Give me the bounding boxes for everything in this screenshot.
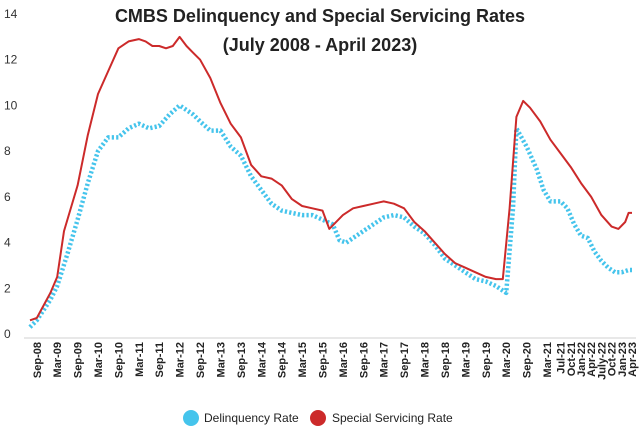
x-tick-label: Sep-17 bbox=[399, 342, 411, 378]
x-tick-label: Jul-21 bbox=[556, 342, 568, 374]
legend-marker-delinquency bbox=[183, 410, 199, 426]
x-tick-label: Mar-11 bbox=[134, 342, 146, 377]
x-tick-label: Oct-21 bbox=[566, 342, 578, 376]
x-tick-label: Mar-12 bbox=[175, 342, 187, 377]
x-tick-label: Apr-23 bbox=[627, 342, 639, 377]
y-tick-label: 8 bbox=[4, 144, 11, 158]
x-tick-label: Sep-15 bbox=[317, 342, 329, 378]
chart-subtitle: (July 2008 - April 2023) bbox=[222, 35, 418, 55]
x-tick-label: Mar-14 bbox=[256, 341, 268, 377]
special-servicing-rate-line bbox=[29, 35, 632, 322]
x-tick-label: Mar-10 bbox=[93, 342, 105, 377]
x-tick-label: Apr-22 bbox=[586, 342, 598, 377]
x-tick-label: Sep-13 bbox=[236, 342, 248, 378]
x-tick-label: Mar-13 bbox=[215, 342, 227, 377]
legend-label-delinquency: Delinquency Rate bbox=[204, 411, 299, 425]
x-tick-label: Sep-08 bbox=[32, 342, 44, 378]
x-tick-label: Jan-23 bbox=[617, 342, 629, 377]
y-tick-label: 6 bbox=[4, 190, 11, 204]
y-tick-label: 0 bbox=[4, 327, 11, 341]
x-tick-label: Mar-15 bbox=[297, 342, 309, 377]
legend-marker-special-servicing bbox=[310, 410, 326, 426]
x-tick-label: Mar-20 bbox=[501, 342, 513, 377]
x-tick-label: Mar-18 bbox=[420, 342, 432, 377]
x-tick-label: Jan-22 bbox=[576, 342, 588, 377]
delinquency-rate-line bbox=[28, 103, 632, 329]
x-tick-label: Sep-10 bbox=[113, 342, 125, 378]
x-tick-label: Mar-16 bbox=[338, 342, 350, 377]
x-tick-label: Sep-20 bbox=[522, 342, 534, 378]
x-tick-label: Mar-09 bbox=[52, 342, 64, 377]
legend-label-special-servicing: Special Servicing Rate bbox=[332, 411, 453, 425]
x-tick-label: Mar-21 bbox=[542, 342, 554, 377]
x-tick-label: July-22 bbox=[596, 342, 608, 380]
y-tick-label: 2 bbox=[4, 281, 11, 295]
y-tick-label: 14 bbox=[4, 7, 18, 21]
x-tick-label: Sep-11 bbox=[154, 342, 166, 377]
x-tick-label: Sep-12 bbox=[195, 342, 207, 378]
x-tick-label: Mar-19 bbox=[460, 342, 472, 377]
x-tick-label: Mar-17 bbox=[379, 342, 391, 377]
x-tick-label: Sep-18 bbox=[440, 342, 452, 378]
chart-title: CMBS Delinquency and Special Servicing R… bbox=[114, 6, 526, 26]
x-tick-label: Sep-19 bbox=[481, 342, 493, 378]
x-tick-label: Sep-16 bbox=[358, 342, 370, 378]
x-tick-label: Sep-09 bbox=[73, 342, 85, 378]
y-tick-label: 4 bbox=[4, 236, 11, 250]
y-tick-label: 12 bbox=[4, 53, 18, 67]
x-tick-label: Oct-22 bbox=[607, 342, 619, 376]
y-tick-label: 10 bbox=[4, 98, 18, 112]
x-tick-label: Sep-14 bbox=[277, 341, 289, 378]
